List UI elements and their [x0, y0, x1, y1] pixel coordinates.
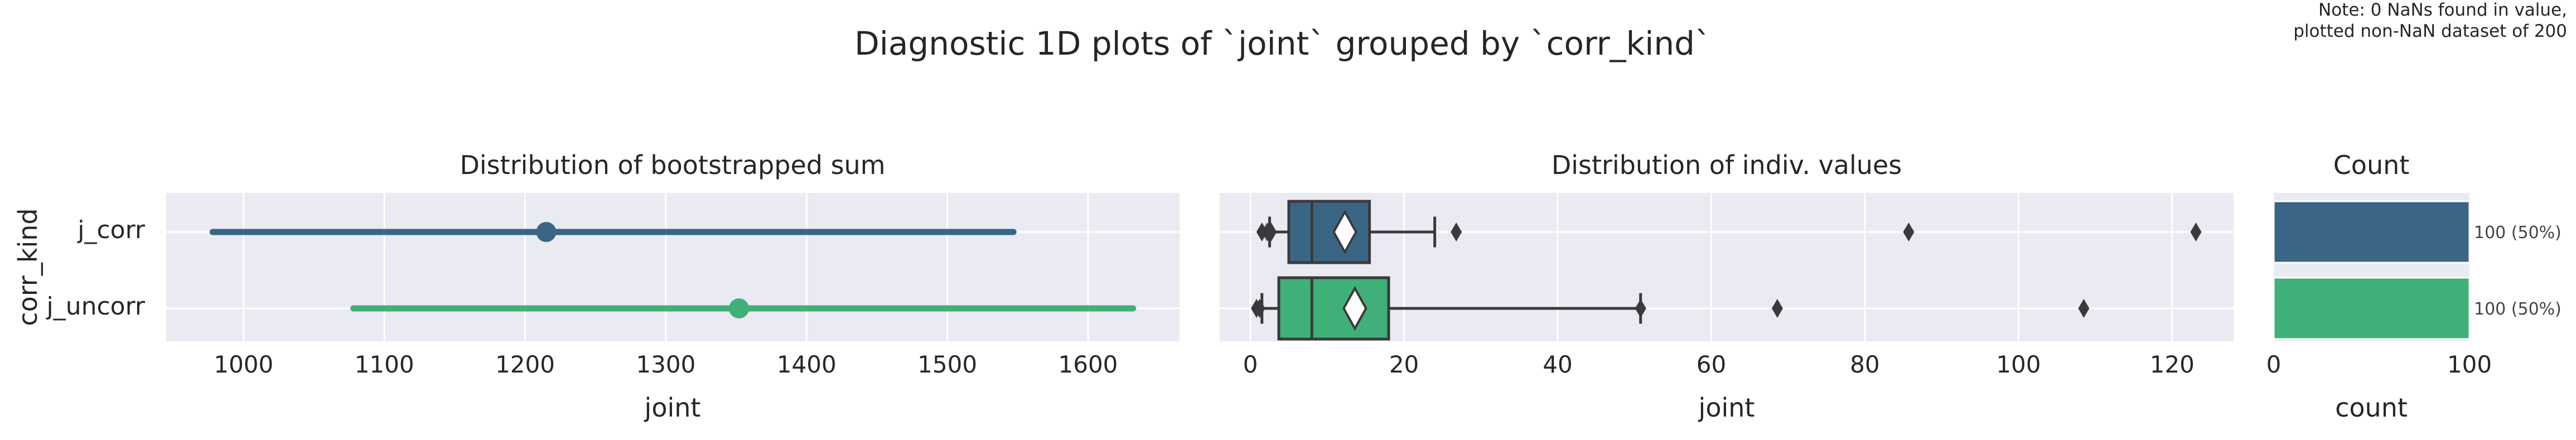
bootstrap-x-tick-label: 1600 — [1059, 351, 1118, 378]
bootstrap-x-axis-label: joint — [644, 393, 701, 423]
bootstrap-x-tick-label: 1200 — [495, 351, 555, 378]
indiv-x-tick-label: 0 — [1243, 351, 1258, 378]
box-outlier-j-uncorr — [2078, 299, 2090, 318]
bootstrap-point-j-uncorr — [729, 298, 750, 318]
bootstrap-x-ticks: 1000 1100 1200 1300 1400 1500 1600 — [214, 351, 1118, 378]
bootstrap-x-tick-label: 1500 — [917, 351, 977, 378]
indiv-values-panel: 0 20 40 60 80 100 120 Distribution of indiv. v… — [1220, 150, 2234, 423]
count-x-axis-label: count — [2335, 393, 2408, 423]
count-label-j-uncorr: 100 (50%) — [2474, 299, 2561, 319]
box-mean-j-corr — [1332, 209, 1357, 255]
bootstrap-y-axis-label: corr_kind — [13, 208, 43, 326]
box-outlier-j-uncorr — [1635, 299, 1646, 318]
category-label-j-uncorr: j_uncorr — [46, 292, 145, 321]
box-outlier-j-uncorr — [1254, 299, 1265, 318]
box-outlier-j-corr — [1265, 223, 1277, 241]
bootstrap-sum-panel: 1000 1100 1200 1300 1400 1500 1600 Distributio… — [13, 150, 1180, 423]
count-bars: 100 (50%) 100 (50%) — [2273, 200, 2561, 340]
count-bar-j-corr — [2273, 200, 2471, 264]
bootstrap-x-tick-label: 1400 — [777, 351, 837, 378]
box-mean-j-uncorr — [1342, 286, 1367, 331]
indiv-panel-title: Distribution of indiv. values — [1552, 150, 1902, 180]
bootstrap-x-tick-label: 1300 — [636, 351, 695, 378]
indiv-x-ticks: 0 20 40 60 80 100 120 — [1243, 351, 2195, 378]
bootstrap-panel-background — [166, 193, 1180, 341]
bootstrap-marks — [209, 222, 1137, 318]
indiv-x-tick-label: 120 — [2150, 351, 2195, 378]
count-panel-title: Count — [2333, 150, 2410, 180]
count-x-ticks: 0 100 — [2266, 351, 2492, 378]
box-outlier-j-corr — [2190, 223, 2202, 241]
figure-note-line-2: plotted non-NaN dataset of 200 — [2293, 21, 2567, 41]
count-x-tick-label: 0 — [2266, 351, 2282, 378]
indiv-x-tick-label: 60 — [1697, 351, 1726, 378]
count-panel: 100 (50%) 100 (50%) 0 100 Count count — [2266, 150, 2561, 423]
indiv-x-tick-label: 40 — [1543, 351, 1572, 378]
figure-title: Diagnostic 1D plots of `joint` grouped b… — [854, 25, 1711, 62]
count-x-tick-label: 100 — [2447, 351, 2492, 378]
box-outlier-j-corr — [1903, 223, 1915, 241]
indiv-x-tick-label: 100 — [1996, 351, 2041, 378]
box-outlier-j-uncorr — [1771, 299, 1783, 318]
box-iqr-j-corr — [1287, 200, 1371, 264]
indiv-x-tick-label: 80 — [1850, 351, 1879, 378]
count-label-j-corr: 100 (50%) — [2474, 223, 2561, 243]
figure-note-line-1: Note: 0 NaNs found in value, — [2318, 0, 2567, 20]
indiv-box-marks — [1251, 200, 2202, 341]
category-label-j-corr: j_corr — [77, 216, 146, 244]
bootstrap-point-j-corr — [536, 222, 557, 242]
bootstrap-x-tick-label: 1000 — [214, 351, 273, 378]
bootstrap-x-tick-label: 1100 — [355, 351, 414, 378]
indiv-x-tick-label: 20 — [1389, 351, 1419, 378]
box-outlier-j-corr — [1451, 223, 1462, 241]
box-iqr-j-uncorr — [1277, 276, 1390, 341]
indiv-x-axis-label: joint — [1698, 393, 1755, 423]
bootstrap-panel-title: Distribution of bootstrapped sum — [460, 150, 885, 180]
count-bar-j-uncorr — [2273, 277, 2471, 340]
